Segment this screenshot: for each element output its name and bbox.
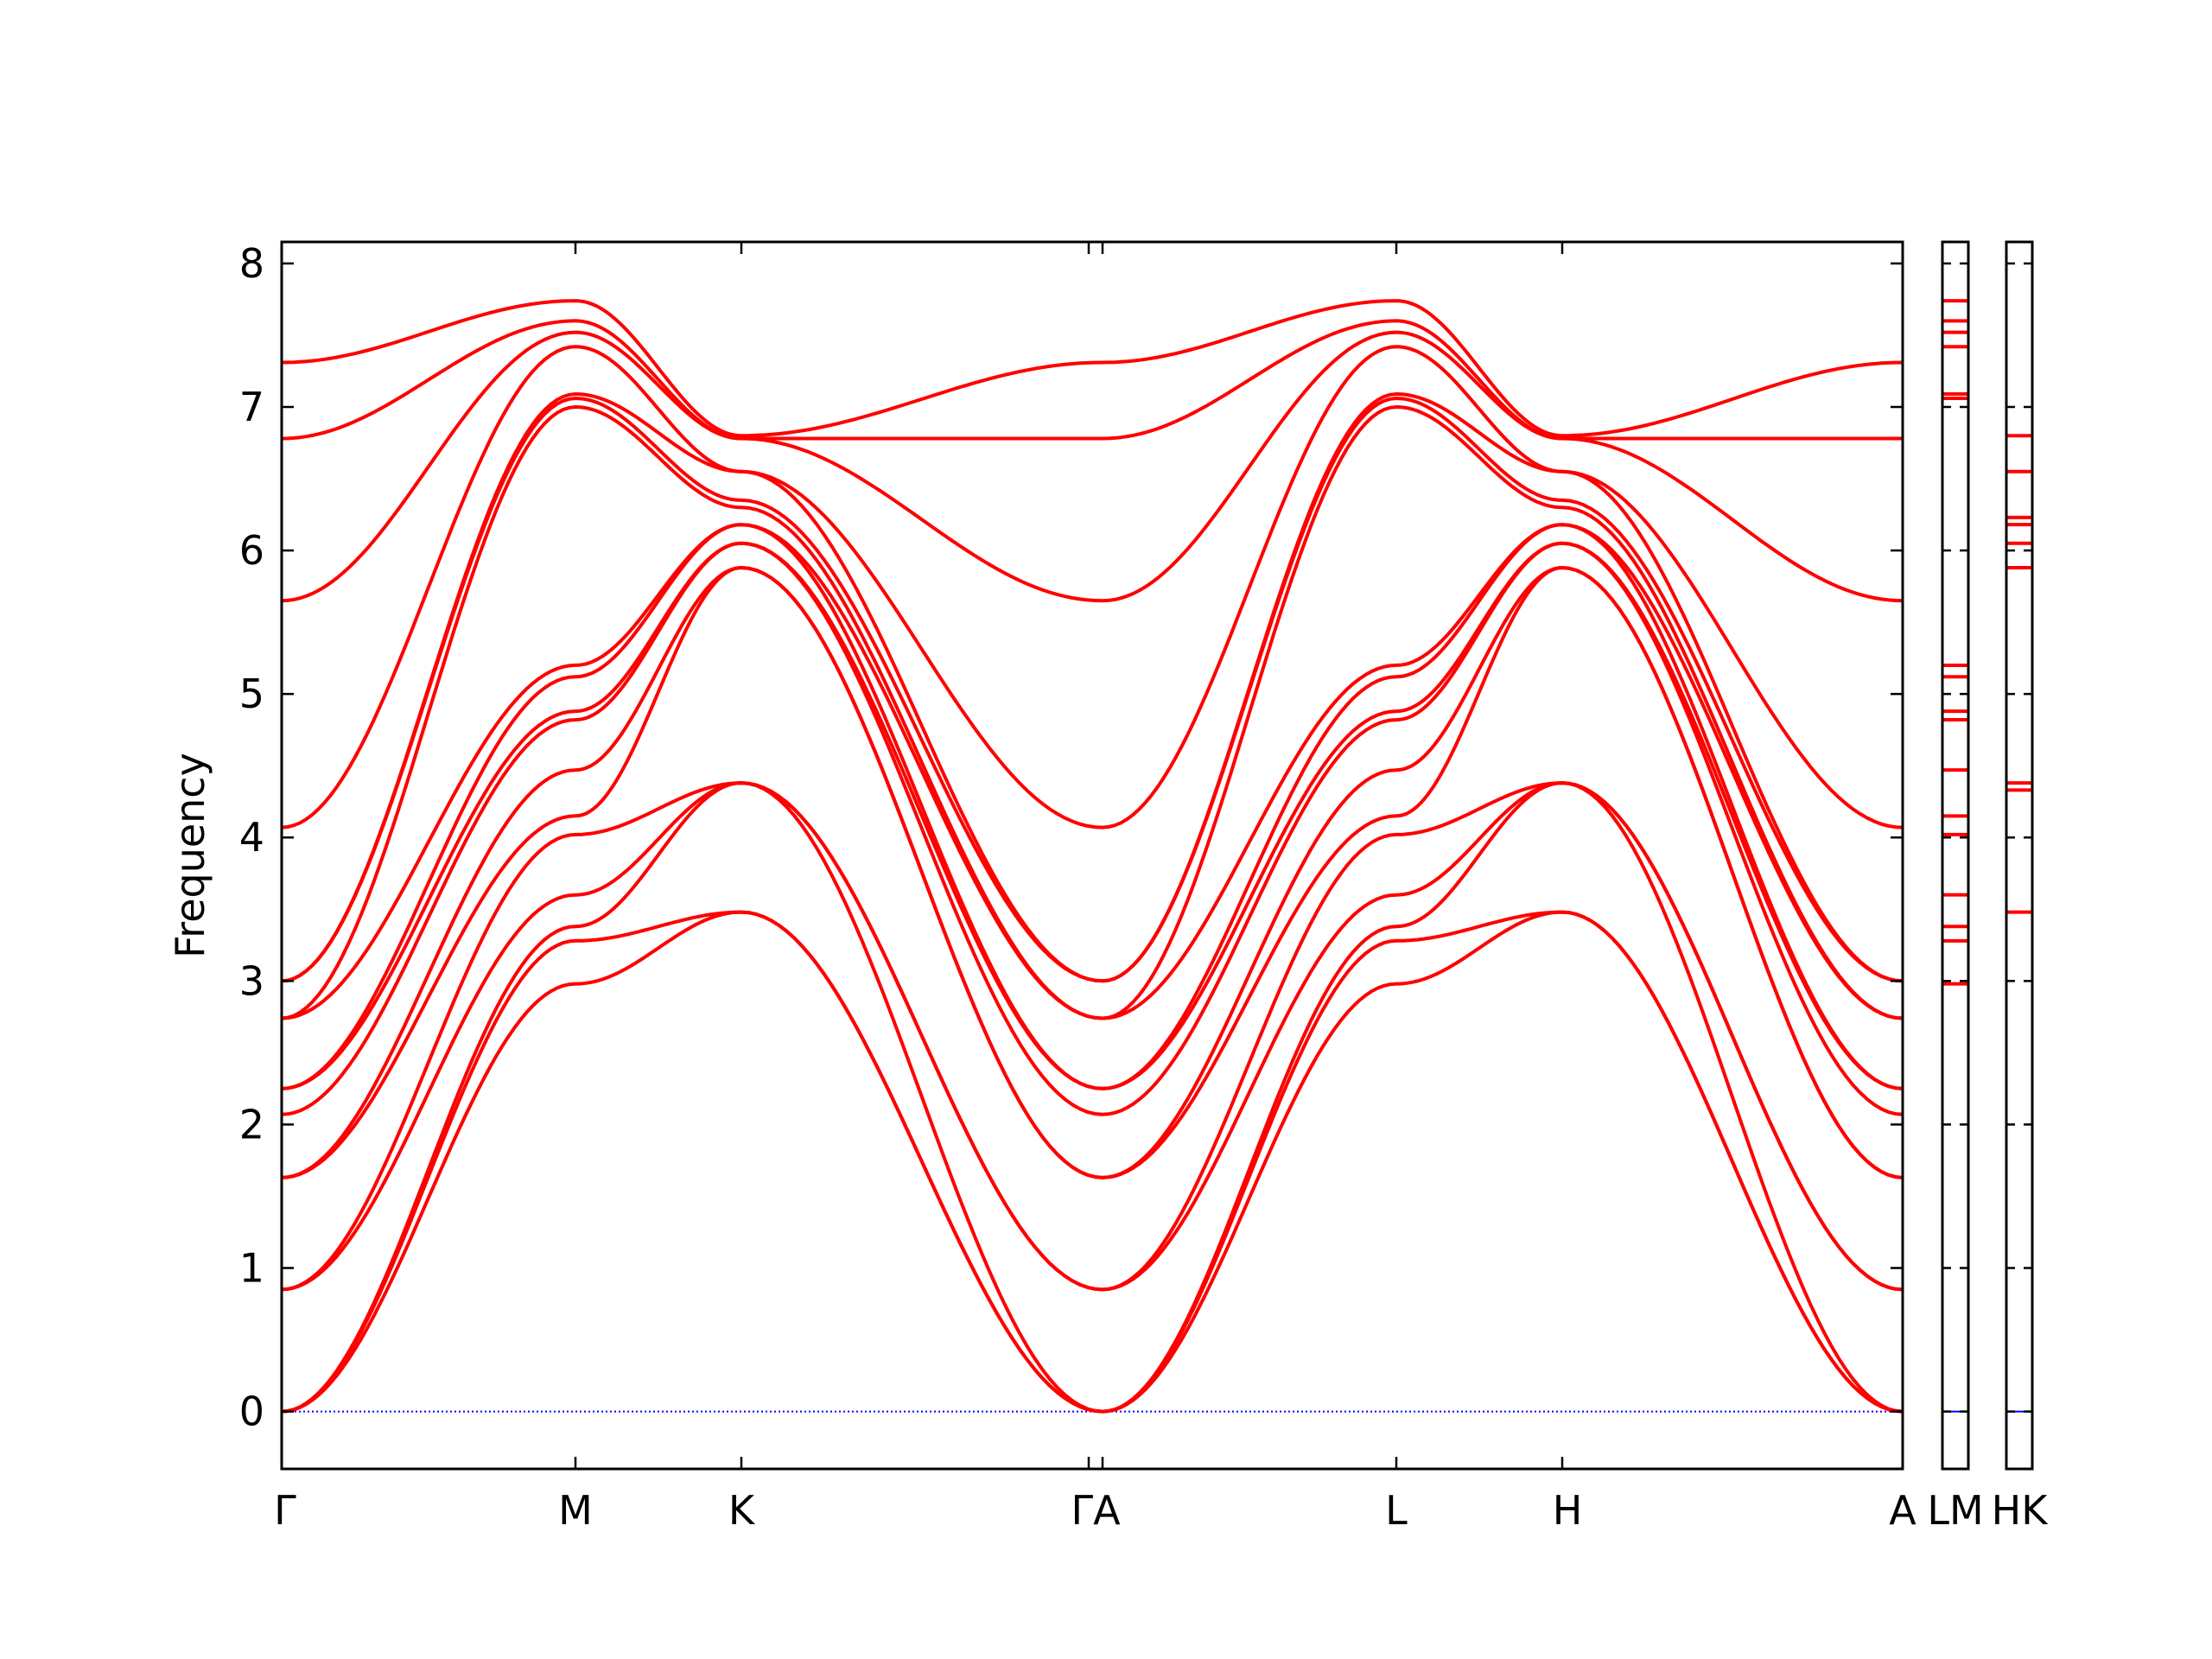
y-tick-label: 2 bbox=[239, 1101, 264, 1147]
y-tick-label: 4 bbox=[239, 814, 264, 861]
side-panel-label: LM bbox=[1927, 1487, 1983, 1534]
side-panel-2: HK bbox=[1992, 240, 2050, 1534]
side-panel-1: LM bbox=[1927, 240, 1984, 1534]
band-curve-12 bbox=[281, 405, 1904, 1020]
side-panel-frame bbox=[1941, 240, 1970, 1471]
y-axis-label: Frequency bbox=[167, 753, 213, 958]
x-tick-label: L bbox=[1385, 1487, 1408, 1534]
x-tick-label: M bbox=[558, 1487, 593, 1534]
y-tick-label: 3 bbox=[239, 957, 264, 1004]
x-tick-label: Γ bbox=[274, 1487, 296, 1534]
y-tick-label: 0 bbox=[239, 1389, 264, 1435]
y-tick-label: 8 bbox=[239, 240, 264, 287]
band-curve-5 bbox=[281, 781, 1904, 1292]
y-tick-label: 5 bbox=[239, 671, 264, 717]
band-curve-15 bbox=[281, 345, 1904, 830]
y-tick-label: 7 bbox=[239, 384, 264, 430]
band-curve-17 bbox=[281, 319, 1903, 441]
band-curve-7 bbox=[281, 566, 1904, 1179]
y-tick-label: 6 bbox=[239, 527, 264, 574]
x-tick-label: H bbox=[1553, 1487, 1583, 1534]
band-curve-18 bbox=[281, 299, 1904, 438]
side-band-panels: LM HK bbox=[1927, 240, 2050, 1534]
main-plot-frame bbox=[280, 240, 1904, 1471]
x-tick-label: A bbox=[1889, 1487, 1916, 1534]
x-tick-label: K bbox=[728, 1487, 756, 1534]
main-band-panel: 0 1 2 3 4 5 6 7 8 Γ M K ΓA L H A bbox=[239, 240, 1917, 1534]
x-tick-label: ΓA bbox=[1071, 1487, 1121, 1534]
side-panel-frame bbox=[2005, 240, 2034, 1471]
y-tick-label: 1 bbox=[239, 1244, 264, 1291]
side-panel-label: HK bbox=[1992, 1487, 2050, 1534]
